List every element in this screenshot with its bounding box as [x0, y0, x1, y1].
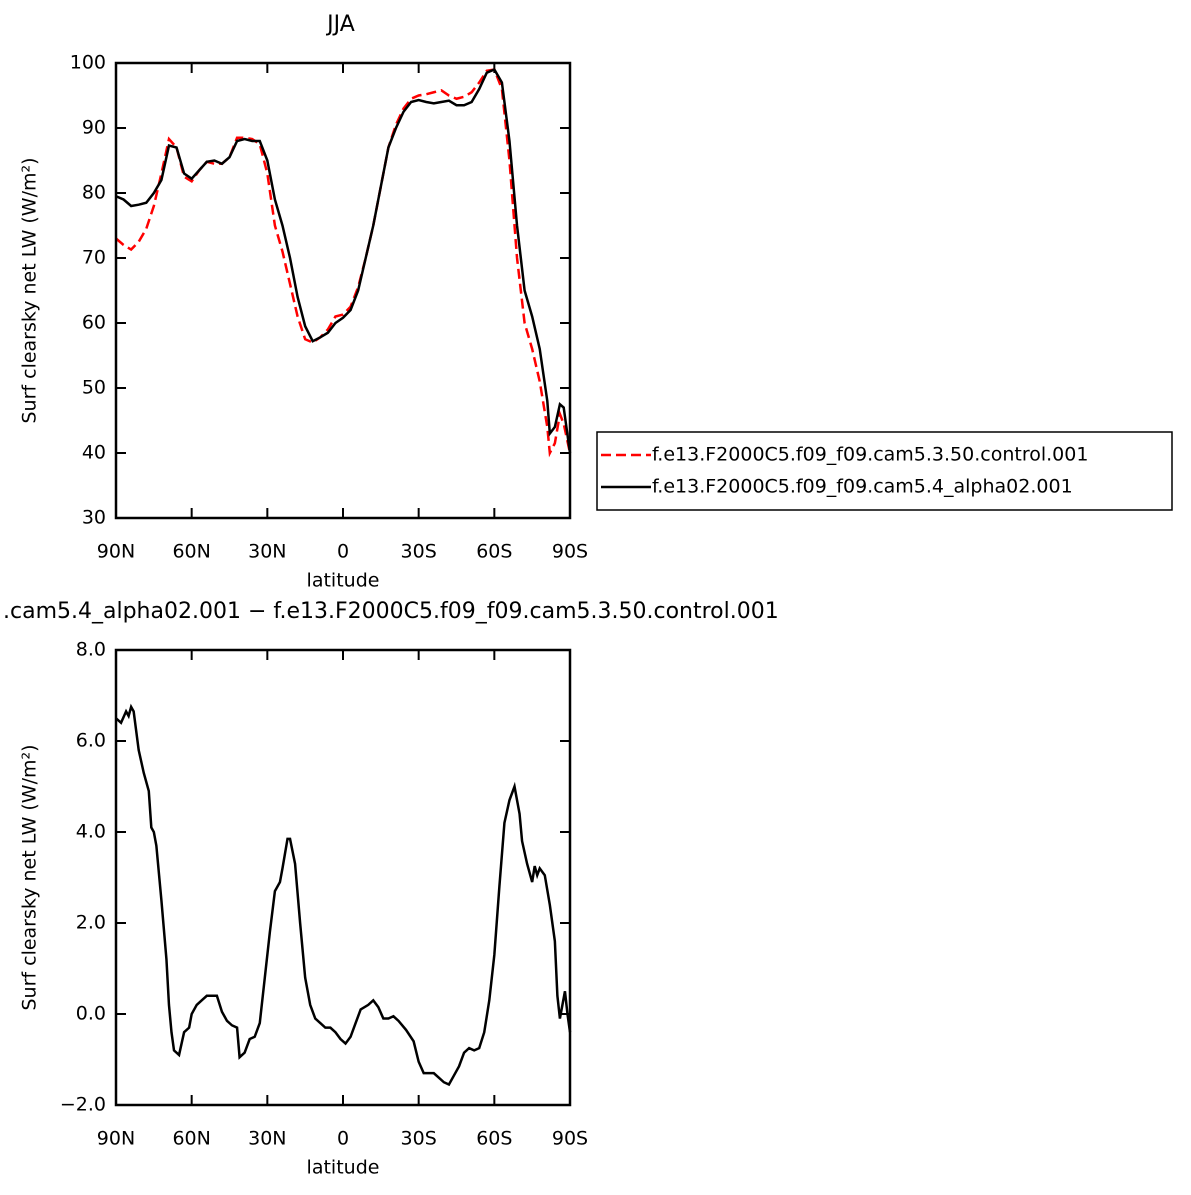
y-tick-label: 90 [82, 117, 106, 139]
x-tick-label: 0 [337, 541, 349, 563]
y-tick-label: 2.0 [76, 912, 106, 934]
y-tick-label: 80 [82, 182, 106, 204]
legend-label: f.e13.F2000C5.f09_f09.cam5.4_alpha02.001 [652, 476, 1073, 498]
x-axis-label: latitude [307, 570, 380, 592]
chart-title: JJA [325, 12, 355, 37]
legend-box [596, 431, 1173, 511]
y-axis-label: Surf clearsky net LW (W/m²) [19, 157, 41, 423]
x-tick-label: 30N [248, 1128, 286, 1150]
x-tick-label: 60N [172, 541, 210, 563]
y-tick-label: 8.0 [76, 639, 106, 661]
line-series [115, 703, 572, 1087]
plot-frame [114, 648, 572, 1107]
x-tick-label: 0 [337, 1128, 349, 1150]
x-tick-label: 30N [248, 541, 286, 563]
y-tick-label: 60 [82, 312, 106, 334]
y-tick-label: 4.0 [76, 821, 106, 843]
y-tick-label: 6.0 [76, 730, 106, 752]
plot-frame [114, 61, 572, 520]
x-tick-label: 90N [97, 541, 135, 563]
x-tick-label: 30S [401, 1128, 437, 1150]
x-tick-label: 30S [401, 541, 437, 563]
y-tick-label: 40 [82, 442, 106, 464]
y-axis-label: Surf clearsky net LW (W/m²) [19, 744, 41, 1010]
x-tick-label: 60N [172, 1128, 210, 1150]
x-tick-label: 90S [552, 1128, 588, 1150]
chart-title: .cam5.4_alpha02.001 − f.e13.F2000C5.f09_… [3, 599, 779, 624]
y-tick-label: 30 [82, 507, 106, 529]
x-axis-label: latitude [307, 1157, 380, 1179]
y-tick-label: 50 [82, 377, 106, 399]
y-tick-label: 0.0 [76, 1003, 106, 1025]
line-series [115, 67, 572, 454]
legend-label: f.e13.F2000C5.f09_f09.cam5.3.50.control.… [652, 444, 1088, 466]
x-tick-label: 60S [476, 541, 512, 563]
x-tick-label: 90S [552, 541, 588, 563]
y-tick-label: 100 [70, 52, 106, 74]
y-tick-label: 70 [82, 247, 106, 269]
y-tick-label: −2.0 [60, 1094, 106, 1116]
x-tick-label: 90N [97, 1128, 135, 1150]
x-tick-label: 60S [476, 1128, 512, 1150]
line-series [115, 68, 572, 458]
